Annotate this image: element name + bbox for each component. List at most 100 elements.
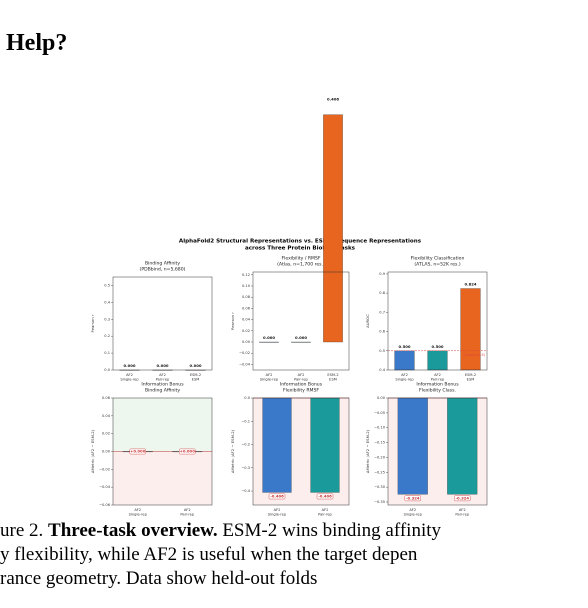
x-tick-label: Pair-rep (156, 377, 170, 381)
value-label: 0.000 (123, 363, 135, 368)
y-tick-label: 0.06 (242, 306, 251, 310)
x-tick-label: AF2 (322, 508, 329, 512)
bar (397, 397, 428, 495)
x-tick-label: ESM (192, 377, 200, 381)
y-tick-label: 0.5 (104, 283, 110, 287)
value-label-box (454, 495, 471, 502)
y-tick-label: −0.02 (99, 467, 110, 471)
chart-title: Binding Affinity (145, 261, 180, 267)
plot-frame (387, 271, 488, 371)
value-label: 0.500 (431, 344, 443, 349)
y-tick-label: 0.02 (242, 329, 250, 333)
y-tick-label: −0.04 (99, 485, 111, 489)
y-tick-label: 0.00 (377, 396, 386, 400)
y-tick-label: −0.25 (374, 470, 385, 474)
figure-title: AlphaFold2 Structural Representations vs… (179, 239, 422, 245)
value-label: +0.000 (130, 449, 146, 454)
x-tick-label: ESM (329, 377, 337, 381)
bar (447, 397, 478, 495)
x-tick-label: Single-rep (120, 377, 139, 381)
x-tick-label: AF2 (184, 508, 191, 512)
y-tick-label: −0.20 (374, 455, 386, 459)
y-tick-label: 0.0 (244, 396, 250, 400)
y-axis-label: ΔMetric (AF2 − ESM-2) (90, 429, 95, 473)
chart-subtitle: (PDBbind, n=5,680) (140, 267, 186, 273)
y-tick-label: 0.00 (242, 340, 251, 344)
value-label: 0.000 (263, 335, 275, 340)
figure: AlphaFold2 Structural Representations vs… (90, 97, 488, 516)
x-tick-label: AF2 (159, 373, 166, 377)
value-label: -0.406 (318, 493, 332, 498)
value-label-box (316, 493, 334, 500)
y-tick-label: −0.3 (241, 466, 250, 470)
value-label: -0.324 (406, 495, 420, 500)
caption-bold: Three-task overview. (48, 520, 218, 541)
bar (427, 350, 448, 371)
chart-subtitle: (Atlas, n=1,700 res.) (277, 262, 325, 268)
y-tick-label: 0.06 (102, 396, 111, 400)
plot-frame (252, 397, 350, 506)
bar (262, 397, 292, 493)
positive-region (113, 398, 212, 452)
x-tick-label: ESM-2 (327, 373, 338, 377)
x-tick-label: AF2 (134, 508, 141, 512)
y-tick-label: −0.04 (239, 362, 251, 366)
y-tick-label: −0.05 (374, 411, 385, 415)
x-tick-label: Single-rep (260, 377, 279, 381)
y-tick-label: 0.7 (379, 310, 385, 314)
chart-subtitle: Binding Affinity (145, 388, 180, 394)
caption-line: ure 2. Three-task overview. ESM-2 wins b… (0, 520, 441, 542)
value-label: +0.000 (180, 449, 196, 454)
caption-text: ESM-2 wins binding affinity (222, 520, 442, 541)
plot-frame (112, 276, 213, 371)
y-tick-label: −0.2 (241, 443, 250, 447)
figure-title: across Three Protein Biology Tasks (245, 246, 356, 252)
x-tick-label: Single-rep (268, 512, 287, 516)
y-tick-label: 0.4 (379, 368, 385, 372)
y-tick-label: 0.04 (102, 414, 111, 418)
y-tick-label: 0.04 (242, 318, 251, 322)
x-tick-label: AF2 (401, 373, 408, 377)
chart-title: Flexibility / RMSF (281, 256, 320, 262)
value-label-box (129, 448, 146, 455)
negative-region (113, 451, 212, 505)
y-tick-label: 0.4 (104, 300, 110, 304)
reference-label: Chance (0.5) (463, 353, 485, 357)
y-tick-label: 0.1 (104, 351, 110, 355)
bar (460, 288, 481, 371)
y-axis-label: Pearson r (90, 314, 95, 332)
caption-line: y flexibility, while AF2 is useful when … (0, 544, 418, 565)
x-tick-label: AF2 (126, 373, 133, 377)
plot-frame (252, 271, 350, 371)
x-tick-label: Single-rep (129, 512, 148, 516)
y-tick-label: −0.1 (241, 419, 250, 423)
x-tick-label: Single-rep (404, 512, 423, 516)
value-label: 0.406 (327, 97, 339, 102)
y-tick-label: 0.2 (104, 334, 110, 338)
value-label: 0.000 (156, 363, 168, 368)
y-tick-label: −0.30 (374, 485, 386, 489)
chart-subtitle: Flexibility Class. (419, 388, 456, 394)
value-label: 0.000 (189, 363, 201, 368)
x-tick-label: AF2 (434, 373, 441, 377)
y-tick-label: −0.10 (374, 426, 386, 430)
y-tick-label: −0.02 (239, 351, 250, 355)
y-tick-label: 0.10 (242, 284, 251, 288)
x-tick-label: Pair-rep (294, 377, 308, 381)
bar (323, 114, 343, 343)
x-tick-label: Pair-rep (431, 377, 445, 381)
y-axis-label: ΔMetric (AF2 − ESM-2) (230, 429, 235, 473)
plot-frame (387, 397, 488, 506)
chart-title: Flexibility Classification (411, 256, 465, 262)
y-tick-label: 0.9 (379, 272, 385, 276)
y-axis-label: AUROC (365, 314, 370, 328)
x-tick-label: Pair-rep (318, 512, 332, 516)
y-tick-label: −0.15 (374, 441, 385, 445)
y-tick-label: −0.4 (241, 489, 250, 493)
bar (394, 350, 415, 371)
section-heading: Help? (6, 30, 68, 56)
x-tick-label: ESM (467, 377, 475, 381)
x-tick-label: AF2 (274, 508, 281, 512)
y-tick-label: 0.00 (102, 450, 111, 454)
